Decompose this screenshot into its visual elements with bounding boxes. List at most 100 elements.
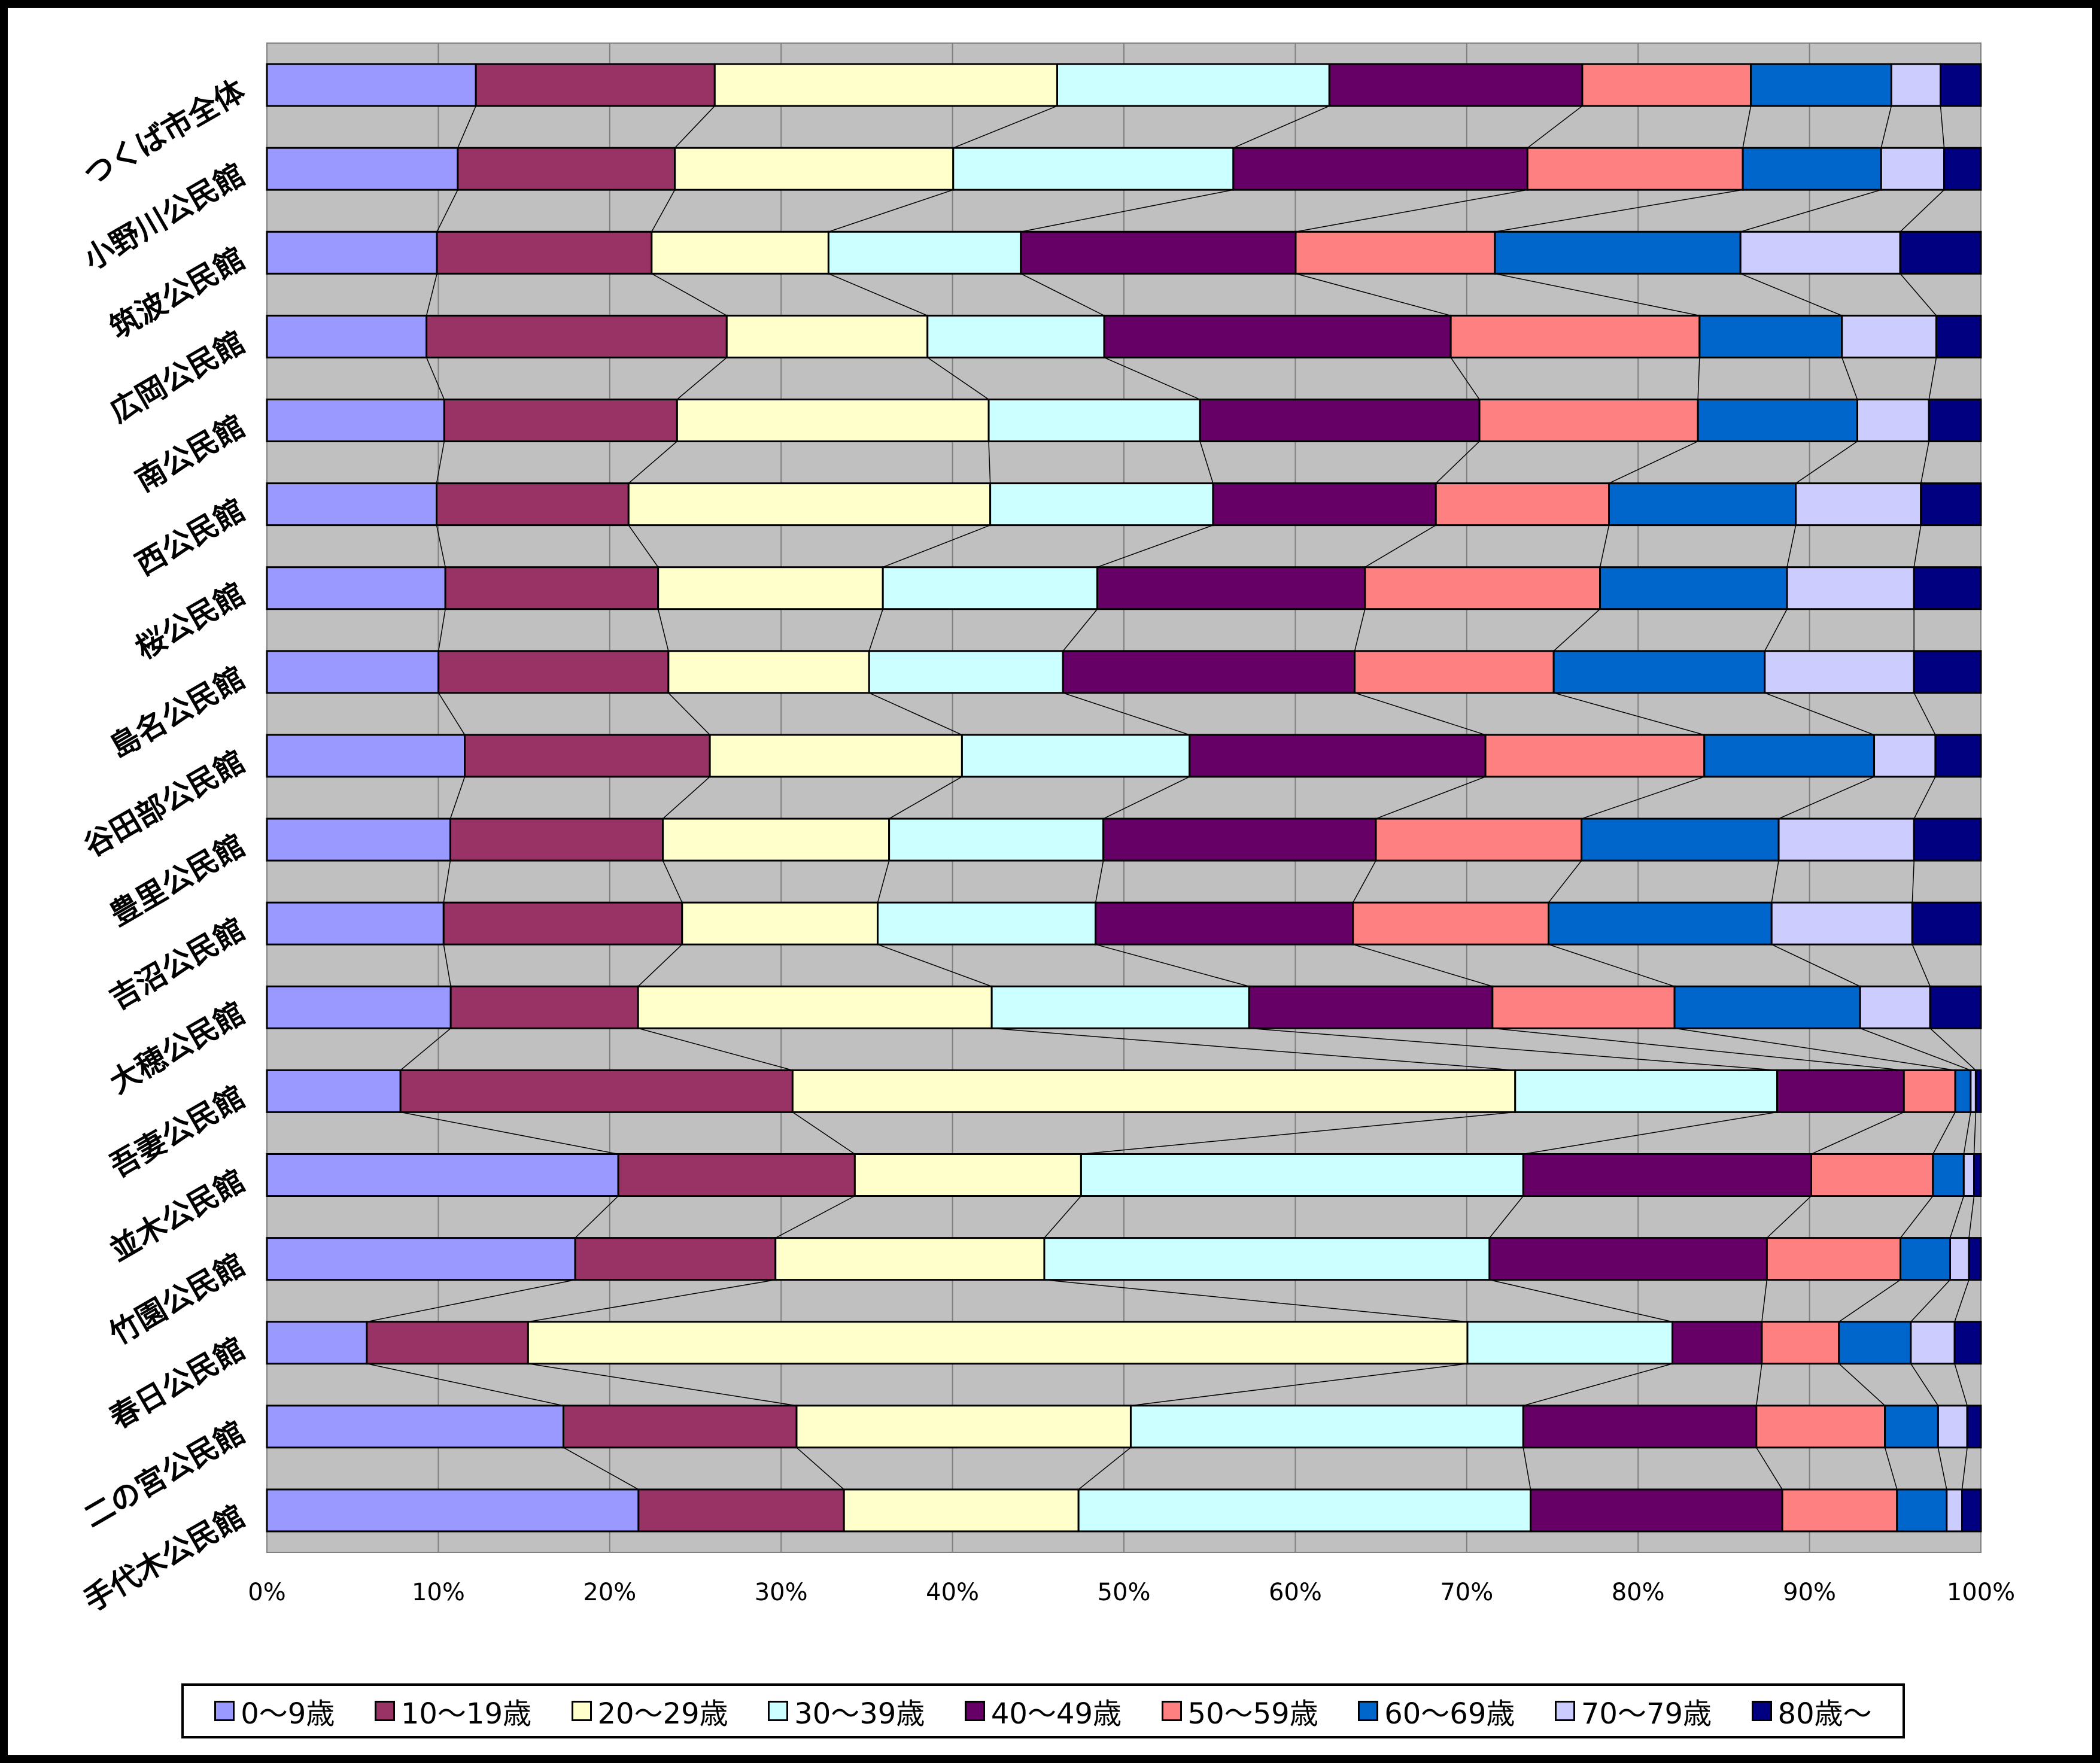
series-line	[674, 105, 715, 148]
bar-segment	[1742, 147, 1882, 191]
series-line	[1838, 1363, 1886, 1406]
bar-segment	[1552, 650, 1766, 694]
bar-segment	[1949, 1237, 1970, 1281]
x-tick-label: 50%	[1098, 1579, 1151, 1606]
series-line	[1062, 692, 1190, 735]
series-line	[528, 1363, 797, 1406]
series-line	[1353, 860, 1376, 903]
bar-segment	[1672, 1321, 1763, 1365]
bar-segment	[843, 1488, 1080, 1533]
bar-segment	[437, 650, 670, 694]
series-line	[1295, 189, 1528, 233]
series-line	[1954, 1363, 1968, 1406]
bar-segment	[868, 650, 1064, 694]
bar-segment	[1859, 985, 1931, 1029]
bar-segment	[1102, 817, 1377, 862]
x-tick-label: 60%	[1269, 1579, 1322, 1606]
x-tick-label: 90%	[1783, 1579, 1836, 1606]
series-line	[1764, 692, 1874, 735]
bar-segment	[637, 1488, 845, 1533]
series-line	[992, 1028, 1515, 1071]
bar-segment	[1478, 399, 1699, 442]
legend-label: 10～19歳	[400, 1697, 532, 1731]
bar-segment	[527, 1321, 1469, 1365]
bar-segment	[651, 230, 829, 275]
series-line	[443, 860, 451, 903]
series-line	[1062, 609, 1098, 652]
bar-segment	[1903, 1069, 1956, 1113]
series-line	[1900, 1196, 1934, 1239]
series-line	[1130, 1363, 1468, 1406]
series-line	[1963, 1112, 1971, 1154]
bar-segment	[1841, 314, 1937, 358]
bar-segment	[1943, 147, 1982, 191]
series-line	[1913, 776, 1936, 819]
series-line	[1354, 692, 1486, 735]
series-line	[1756, 1447, 1783, 1490]
category-label: 桜公民館	[130, 576, 251, 666]
bar-segment	[1095, 901, 1354, 946]
bar-segment	[1449, 314, 1701, 358]
bar-segment	[657, 566, 884, 610]
series-line	[1494, 189, 1743, 233]
series-line	[657, 609, 669, 652]
series-line	[1911, 861, 1915, 903]
bars	[266, 63, 1982, 1533]
bar-segment	[1608, 482, 1797, 527]
series-line	[1968, 1196, 1975, 1238]
bar-segment	[1966, 1405, 1982, 1449]
bar-segment	[1776, 1069, 1905, 1113]
x-tick-label: 10%	[412, 1579, 465, 1606]
bar-segment	[574, 1237, 777, 1281]
series-line	[1859, 1028, 1971, 1071]
bar-segment	[449, 817, 664, 862]
series-line	[988, 441, 991, 484]
bar-segment	[674, 147, 955, 191]
bar-segment	[713, 63, 1058, 107]
series-line	[400, 1028, 451, 1071]
series-line	[637, 944, 683, 987]
series-line	[882, 524, 990, 568]
bar-segment	[1880, 147, 1946, 191]
bar-segment	[617, 1153, 856, 1197]
bar-segment	[1913, 566, 1982, 610]
bar-segment	[1932, 1153, 1965, 1197]
series-line	[1913, 692, 1936, 735]
series-line	[927, 357, 989, 400]
bar-segment	[1786, 566, 1915, 610]
series-line	[662, 860, 683, 903]
series-line	[1249, 1028, 1777, 1071]
series-line	[1527, 105, 1583, 148]
series-line	[1697, 357, 1700, 400]
series-line	[1900, 273, 1937, 316]
bar-segment	[1896, 1488, 1948, 1533]
bar-segment	[457, 147, 676, 191]
series-line	[828, 273, 928, 317]
series-line	[1771, 944, 1861, 987]
bar-segment	[1765, 1237, 1902, 1281]
bar-segment	[1910, 1321, 1956, 1365]
bar-segment	[1929, 985, 1982, 1029]
bar-segment	[366, 1321, 529, 1365]
series-line	[1233, 105, 1330, 148]
bar-segment	[926, 314, 1105, 358]
bar-segment	[266, 985, 452, 1029]
bar-segment	[1703, 734, 1876, 778]
series-line	[1838, 1279, 1901, 1323]
legend-item: 0～9歳	[214, 1690, 335, 1732]
bar-segment	[1077, 1488, 1532, 1533]
legend-label: 20～29歳	[597, 1697, 728, 1731]
series-line	[868, 692, 962, 735]
series-line	[1523, 1111, 1777, 1155]
series-line	[1674, 1028, 1956, 1071]
series-line	[366, 1363, 564, 1406]
bar-segment	[1581, 817, 1780, 862]
bar-segment	[774, 1237, 1046, 1281]
series-line	[438, 692, 466, 735]
series-line	[1761, 1279, 1768, 1322]
bar-segment	[562, 1405, 798, 1449]
bar-segment	[989, 482, 1214, 527]
x-tick-label: 40%	[926, 1579, 979, 1606]
bar-segment	[1755, 1405, 1886, 1449]
bar-segment	[1673, 985, 1861, 1029]
